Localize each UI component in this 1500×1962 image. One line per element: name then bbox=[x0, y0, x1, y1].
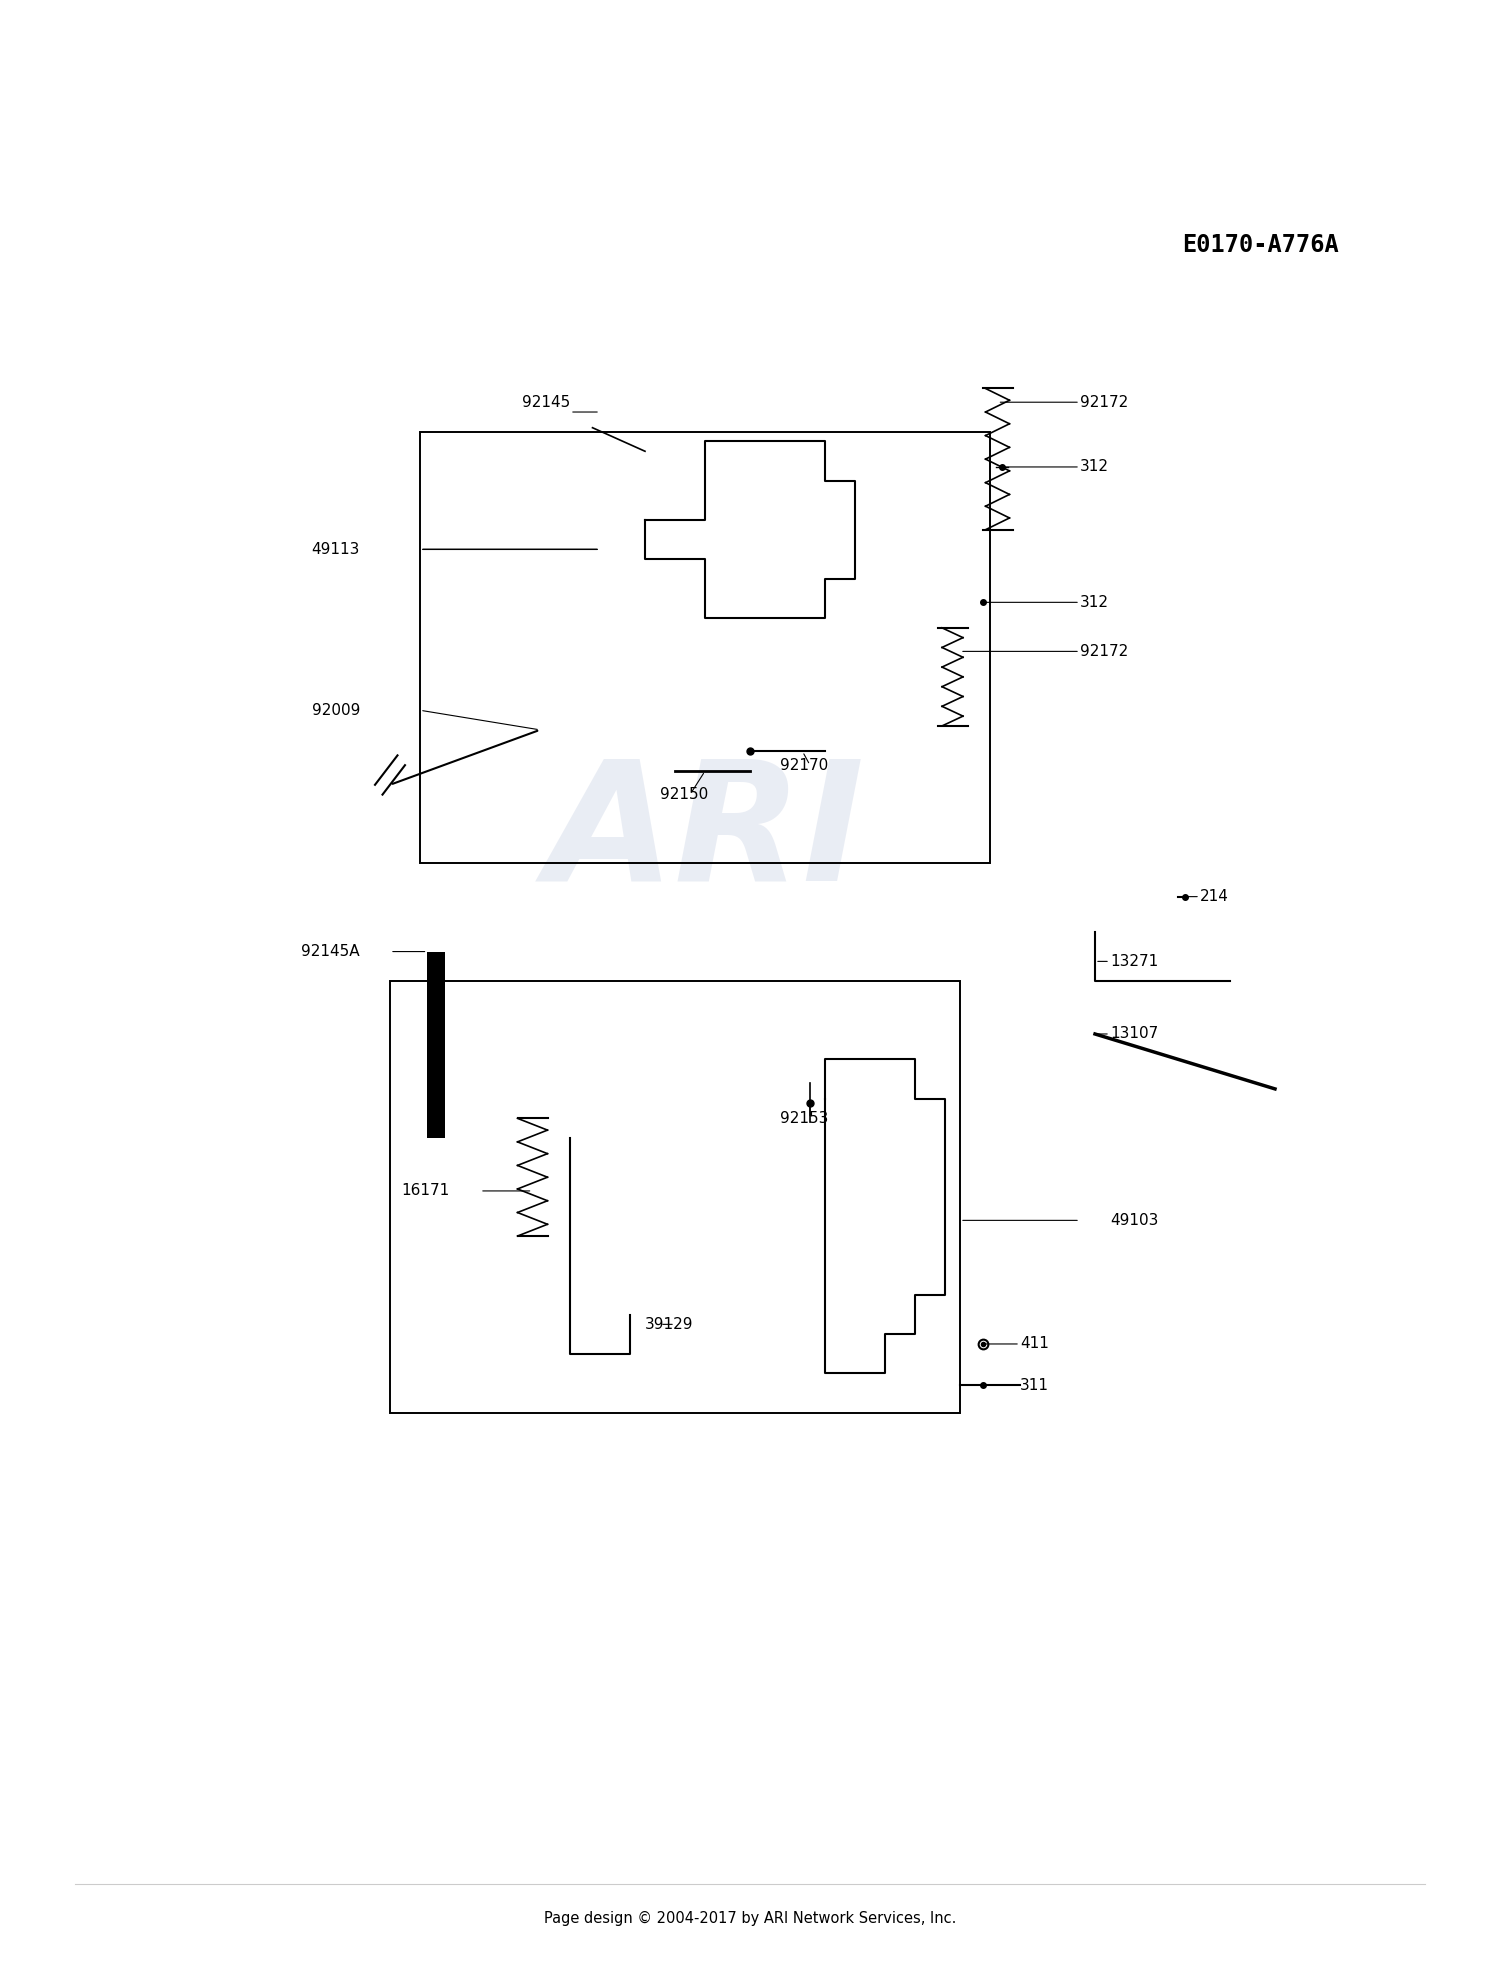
Text: 311: 311 bbox=[1020, 1377, 1048, 1393]
Text: E0170-A776A: E0170-A776A bbox=[1182, 233, 1338, 257]
Text: 39129: 39129 bbox=[645, 1317, 693, 1332]
Text: 92145: 92145 bbox=[522, 394, 570, 410]
Text: ARI: ARI bbox=[546, 751, 864, 916]
Text: 312: 312 bbox=[1080, 459, 1108, 475]
Text: 13271: 13271 bbox=[1110, 954, 1158, 969]
Text: 92145A: 92145A bbox=[302, 944, 360, 959]
Bar bbox=[427, 952, 445, 1138]
Text: 92172: 92172 bbox=[1080, 644, 1128, 659]
Text: 92172: 92172 bbox=[1080, 394, 1128, 410]
Text: 13107: 13107 bbox=[1110, 1026, 1158, 1042]
Text: 92009: 92009 bbox=[312, 702, 360, 718]
Text: 214: 214 bbox=[1200, 889, 1228, 904]
Text: 16171: 16171 bbox=[402, 1183, 450, 1199]
Text: 312: 312 bbox=[1080, 594, 1108, 610]
Text: Page design © 2004-2017 by ARI Network Services, Inc.: Page design © 2004-2017 by ARI Network S… bbox=[544, 1911, 956, 1927]
Text: 92150: 92150 bbox=[660, 787, 708, 802]
Text: 92153: 92153 bbox=[780, 1110, 828, 1126]
Text: 49103: 49103 bbox=[1110, 1213, 1158, 1228]
Text: 411: 411 bbox=[1020, 1336, 1048, 1352]
Text: 92170: 92170 bbox=[780, 757, 828, 773]
Text: 49113: 49113 bbox=[312, 542, 360, 557]
